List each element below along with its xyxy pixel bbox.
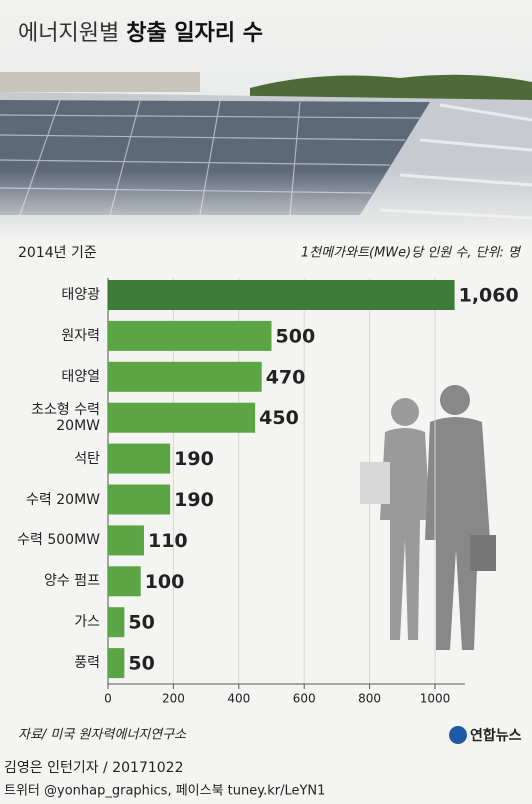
credit: 김영은 인턴기자 / 20171022 [4,760,184,776]
bar [108,402,256,433]
value-label: 190 [174,489,214,511]
category-label: 양수 펌프 [44,573,100,590]
category-label: 수력 500MW [17,532,100,549]
bar [108,566,141,597]
value-label: 50 [128,653,154,675]
chart-title: 에너지원별 창출 일자리 수 [18,21,263,46]
value-label: 100 [145,571,185,593]
value-label: 450 [259,407,299,429]
x-tick-label: 200 [162,692,185,706]
building [0,72,200,92]
x-tick-label: 600 [293,692,316,706]
category-label: 풍력 [74,655,100,672]
x-tick-label: 800 [358,692,381,706]
photo-fade [0,170,532,245]
value-label: 50 [128,612,154,634]
unit-note: 1천메가와트(MWe)당 인원 수, 단위: 명 [301,246,522,261]
bar [108,607,125,638]
bar [108,361,262,392]
bar [108,443,171,474]
bar [108,280,455,310]
x-tick-label: 0 [104,692,112,706]
category-label: 수력 20MW [26,491,100,508]
category-label: 가스 [74,614,100,631]
category-label: 원자력 [61,327,100,344]
value-label: 1,060 [459,285,519,307]
value-label: 500 [276,325,316,347]
category-label: 태양열 [61,368,100,385]
value-label: 110 [148,530,188,552]
category-label: 초소형 수력 20MW [31,401,100,434]
value-label: 470 [266,366,306,388]
social: 트위터 @yonhap_graphics, 페이스북 tuney.kr/LeYN… [4,784,325,799]
bar [108,320,272,351]
value-label: 190 [174,448,214,470]
category-label: 태양광 [61,287,100,303]
subtitle: 2014년 기준 [18,245,97,261]
source: 자료/ 미국 원자력에너지연구소 [18,728,187,743]
bar [108,525,144,556]
x-tick-label: 400 [227,692,250,706]
bar [108,648,125,679]
bar [108,484,171,515]
logo-mark [449,726,467,744]
x-tick-label: 1000 [420,692,451,706]
category-label: 석탄 [74,450,100,467]
logo: 연합뉴스 [470,727,522,744]
people-silhouette [360,385,496,650]
